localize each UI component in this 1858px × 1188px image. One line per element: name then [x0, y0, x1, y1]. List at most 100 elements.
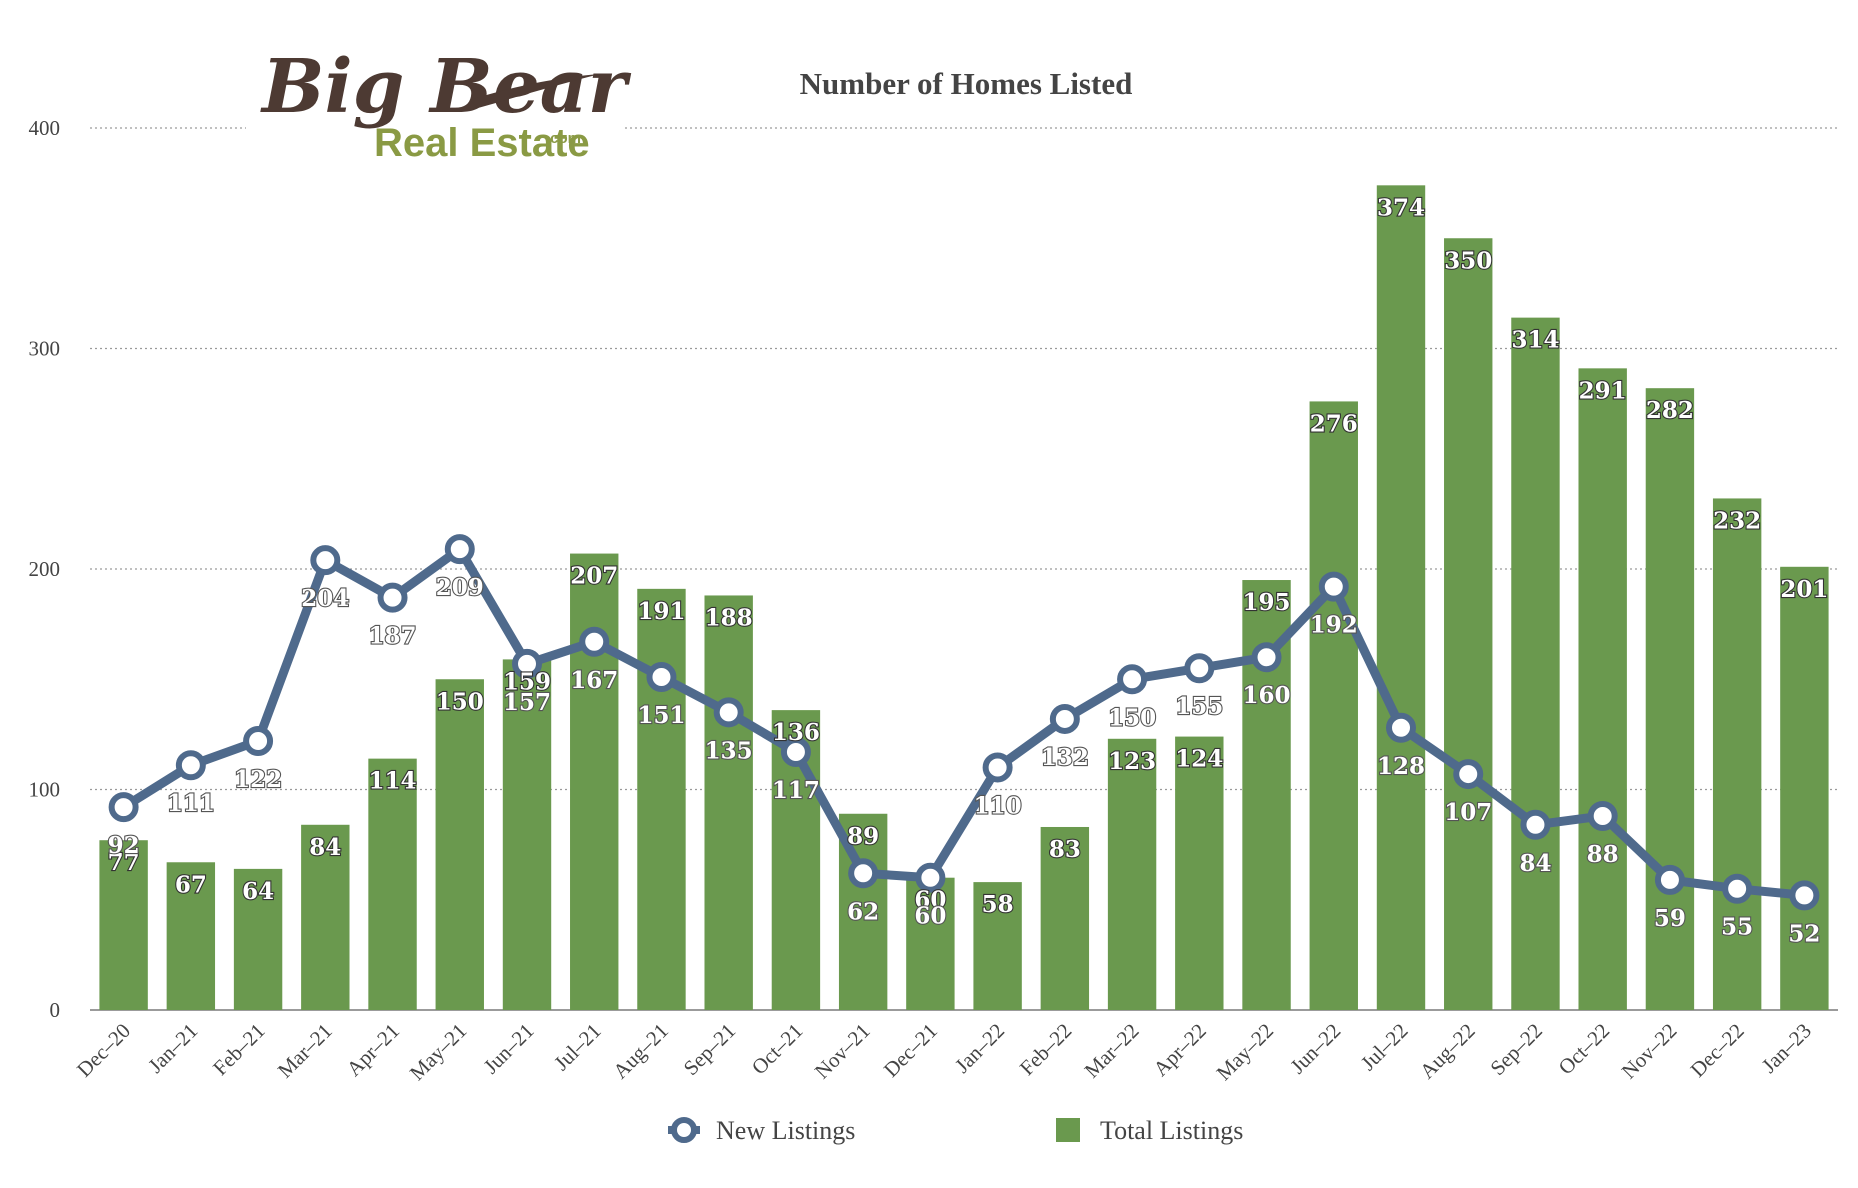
x-tick-label: May–21	[405, 1019, 471, 1085]
line-data-label: 167	[570, 667, 618, 694]
new-listings-point	[915, 862, 946, 893]
x-tick-label: Apr–22	[1148, 1019, 1210, 1081]
line-data-label: 157	[503, 689, 551, 716]
x-tick-label: Sep–22	[1485, 1019, 1547, 1081]
line-data-label: 59	[1654, 905, 1686, 932]
x-tick-label: Sep–21	[679, 1019, 741, 1081]
bar-data-label: 83	[1049, 836, 1081, 863]
x-tick-label: Nov–21	[810, 1019, 875, 1084]
line-data-label: 107	[1444, 799, 1492, 826]
bar-total-listings	[1309, 401, 1358, 1010]
bar-data-label: 188	[705, 604, 753, 631]
bar-total-listings	[637, 588, 686, 1010]
x-axis-ticks: Dec–20 Jan–21 Feb–21 Mar–21 Apr–21 May–21 Jun–…	[72, 1019, 1816, 1085]
new-listings-point	[1789, 880, 1820, 911]
y-tick-label: 400	[29, 116, 61, 140]
bar-data-label: 291	[1579, 377, 1627, 404]
logo-backdrop	[246, 48, 624, 166]
legend-label-new-listings: New Listings	[716, 1116, 855, 1145]
x-tick-label: Apr–21	[342, 1019, 404, 1081]
new-listings-point	[108, 792, 139, 823]
bar-data-label: 124	[1175, 746, 1223, 773]
bar-data-label: 84	[309, 834, 341, 861]
new-listings-point	[1049, 703, 1080, 734]
x-tick-label: Dec–20	[72, 1019, 135, 1082]
line-data-label: 117	[772, 777, 820, 804]
x-tick-label: Jan–22	[950, 1019, 1009, 1078]
new-listings-point	[175, 750, 206, 781]
y-tick-label: 200	[29, 557, 61, 581]
x-tick-label: Feb–21	[208, 1019, 270, 1081]
new-listings-point	[1184, 653, 1215, 684]
x-tick-label: Jan–23	[1757, 1019, 1816, 1078]
x-tick-label: Oct–21	[747, 1019, 808, 1080]
bar-total-listings	[570, 553, 619, 1010]
new-listings-point	[1251, 642, 1282, 673]
total-listings-bars	[99, 185, 1829, 1011]
x-tick-label: Nov–22	[1617, 1019, 1682, 1084]
y-tick-label: 300	[29, 337, 61, 361]
new-listings-point	[444, 534, 475, 565]
x-tick-label: Jan–21	[143, 1019, 202, 1078]
bar-data-label: 195	[1243, 589, 1291, 616]
bar-total-listings	[301, 824, 350, 1010]
bar-total-listings	[906, 877, 955, 1010]
x-tick-label: Jun–22	[1285, 1019, 1345, 1079]
bar-data-label: 374	[1377, 194, 1425, 221]
legend: New Listings Total Listings	[668, 1116, 1243, 1145]
line-data-label: 160	[1243, 682, 1291, 709]
line-data-label: 60	[914, 903, 946, 930]
bar-total-listings	[1040, 826, 1090, 1010]
bar-total-listings	[1578, 368, 1627, 1011]
bar-total-listings	[502, 659, 552, 1010]
x-tick-label: Jul–21	[549, 1019, 606, 1076]
y-tick-label: 100	[29, 778, 61, 802]
bar-data-label: 67	[175, 871, 207, 898]
new-listings-point	[243, 725, 274, 756]
new-listings-point	[579, 626, 610, 657]
bar-data-label: 276	[1310, 410, 1358, 437]
bar-data-label: 201	[1780, 576, 1828, 603]
bar-data-label: 114	[369, 768, 417, 795]
logo-suffix: .com	[546, 130, 581, 147]
legend-marker-icon	[671, 1117, 697, 1143]
bar-total-listings	[704, 595, 753, 1010]
x-tick-label: May–22	[1212, 1019, 1278, 1085]
bar-data-label: 350	[1444, 247, 1492, 274]
line-data-label: 52	[1788, 920, 1820, 947]
new-listings-point	[1654, 864, 1685, 895]
new-listings-point	[646, 662, 677, 693]
x-tick-label: Aug–21	[608, 1019, 673, 1084]
new-listings-point	[713, 697, 744, 728]
line-data-label: 62	[847, 898, 879, 925]
bar-total-listings	[1511, 317, 1560, 1010]
legend-label-total-listings: Total Listings	[1100, 1116, 1243, 1145]
new-listings-point	[780, 737, 811, 768]
line-data-label: 84	[1519, 850, 1551, 877]
bar-data-label: 150	[436, 688, 484, 715]
new-listings-point	[1117, 664, 1148, 695]
line-data-label: 128	[1377, 753, 1425, 780]
line-data-label: 110	[974, 792, 1022, 819]
bar-total-listings	[1107, 738, 1157, 1010]
new-listings-point	[1386, 712, 1416, 743]
x-tick-label: Jul–22	[1356, 1019, 1413, 1076]
new-listings-point	[310, 545, 341, 576]
line-data-label: 88	[1587, 841, 1619, 868]
new-listings-point	[1318, 571, 1349, 602]
bar-data-label: 191	[637, 598, 685, 625]
bar-data-label: 159	[503, 668, 551, 695]
line-data-label: 55	[1721, 914, 1753, 941]
x-tick-label: Dec–22	[1686, 1019, 1749, 1082]
bar-total-listings	[435, 679, 484, 1010]
bar-data-label: 136	[772, 719, 820, 746]
x-tick-label: Oct–22	[1554, 1019, 1615, 1080]
line-data-label: 151	[637, 702, 685, 729]
x-tick-label: Aug–22	[1415, 1019, 1480, 1084]
bar-total-listings	[973, 882, 1022, 1010]
line-data-label: 204	[301, 585, 349, 612]
x-tick-label: Dec–21	[879, 1019, 942, 1082]
line-data-label: 150	[1108, 704, 1156, 731]
bar-data-label: 58	[982, 891, 1014, 918]
new-listings-point	[982, 752, 1013, 783]
